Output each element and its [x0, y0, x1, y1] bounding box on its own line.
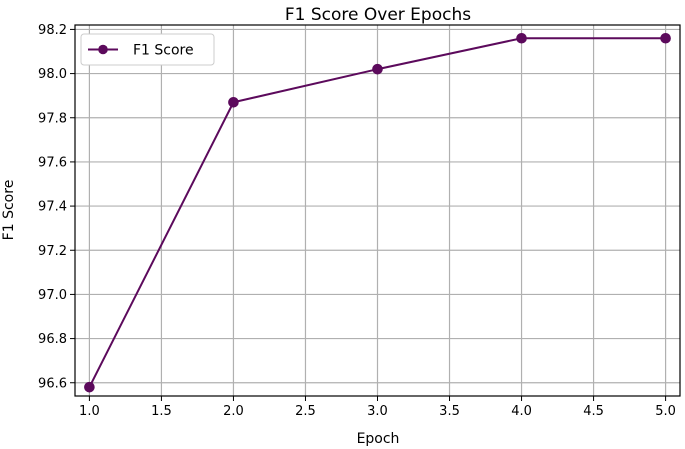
data-point: [84, 381, 95, 393]
x-axis-ticks: 1.0 1.5 2.0 2.5 3.0 3.5 4.0 4.5 5.0: [79, 396, 676, 419]
y-tick-label: 98.0: [38, 67, 67, 82]
chart-title: F1 Score Over Epochs: [285, 5, 471, 25]
y-axis-ticks: 96.6 96.8 97.0 97.2 97.4 97.6 97.8 98.0 98.2: [38, 23, 75, 391]
y-tick-label: 96.8: [38, 332, 67, 347]
data-point: [228, 96, 239, 108]
x-tick-label: 4.5: [583, 404, 604, 419]
legend-box: [80, 33, 215, 66]
y-axis-label: F1 Score: [1, 180, 17, 241]
x-tick-label: 1.0: [79, 404, 100, 419]
y-tick-label: 97.0: [38, 288, 67, 303]
y-tick-label: 96.6: [38, 376, 67, 391]
data-point: [372, 63, 383, 75]
y-tick-label: 97.6: [38, 155, 67, 170]
y-tick-label: 97.8: [38, 111, 67, 126]
x-tick-label: 3.0: [367, 404, 388, 419]
legend: F1 Score: [80, 33, 215, 66]
legend-label: F1 Score: [133, 43, 194, 59]
x-tick-label: 3.5: [439, 404, 460, 419]
x-tick-label: 4.0: [511, 404, 532, 419]
y-tick-label: 98.2: [38, 23, 67, 38]
data-point: [516, 32, 527, 44]
x-tick-label: 2.0: [223, 404, 244, 419]
x-tick-label: 5.0: [655, 404, 676, 419]
y-tick-label: 97.4: [38, 200, 67, 215]
data-point: [660, 32, 671, 44]
x-tick-label: 2.5: [295, 404, 316, 419]
legend-marker-sample: [98, 44, 108, 55]
x-axis-label: Epoch: [357, 431, 400, 447]
series-layer: [84, 32, 671, 393]
y-tick-label: 97.2: [38, 244, 67, 259]
x-tick-label: 1.5: [151, 404, 172, 419]
